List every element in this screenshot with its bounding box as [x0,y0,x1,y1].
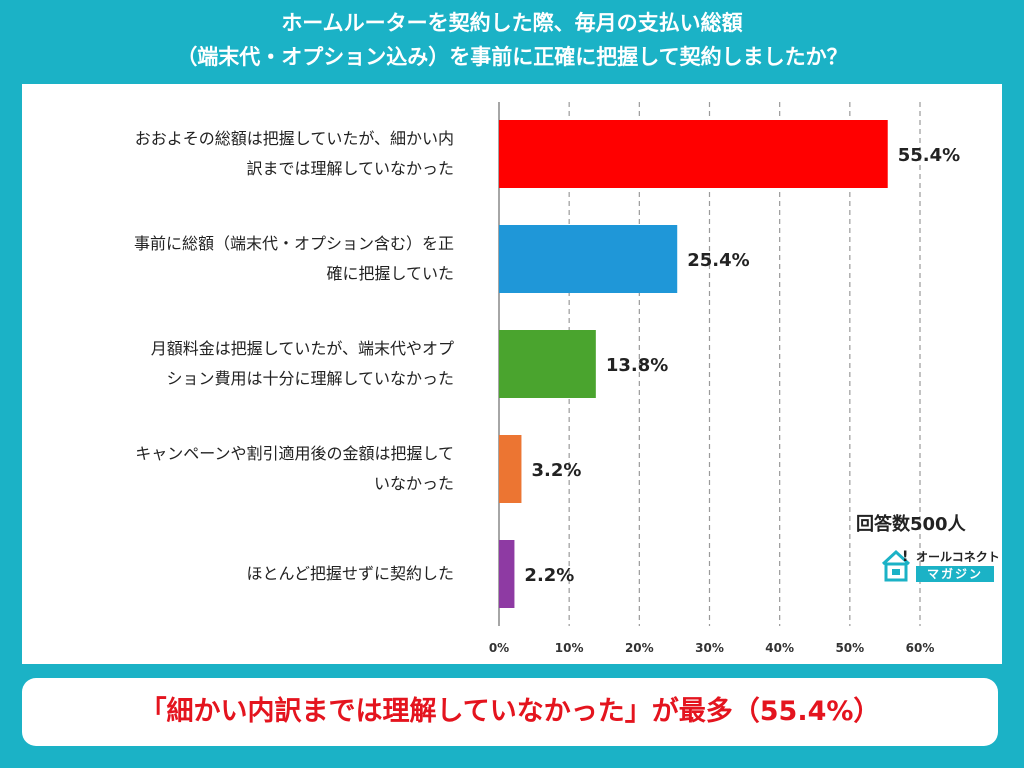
bar-chart: 0% 10% 20% 30% 40% 50% 60% 55.4% 25.4% 13.8% 3.2% 2… [489,102,960,655]
respondent-count: 回答数500人 [856,514,966,535]
logo-text-bottom: マガジン [916,566,994,582]
bar [499,225,678,293]
bar [499,120,888,188]
value-label: 2.2% [524,565,574,586]
x-tick-label: 10% [555,641,584,655]
bar [499,540,515,608]
category-label-line: ほとんど把握せずに契約した [246,564,454,583]
svg-text:!: ! [902,549,908,565]
bar [499,435,522,503]
value-label: 25.4% [687,250,749,271]
category-label-line: 月額料金は把握していたが、端末代やオプ [150,339,454,358]
chart-title: ホームルーターを契約した際、毎月の支払い総額 （端末代・オプション込み）を事前に… [0,0,1024,82]
value-label: 55.4% [898,145,960,166]
x-tick-label: 30% [695,641,724,655]
title-line-1: ホームルーターを契約した際、毎月の支払い総額 [281,11,743,35]
x-tick-label: 0% [489,641,509,655]
brand-logo: ! オールコネクト マガジン [880,546,1000,586]
x-tick-label: 40% [765,641,794,655]
x-tick-label: 20% [625,641,654,655]
category-label-line: 確に把握していた [326,264,454,283]
house-icon: ! [881,549,911,582]
x-tick-label: 60% [906,641,935,655]
category-label-line: おおよその総額は把握していたが、細かい内 [134,129,454,148]
chart-panel: 0% 10% 20% 30% 40% 50% 60% 55.4% 25.4% 13.8% 3.2% 2… [22,84,1002,664]
category-label-line: ション費用は十分に理解していなかった [166,369,454,388]
category-label: 月額料金は把握していたが、端末代やオプション費用は十分に理解していなかった [14,334,454,394]
category-label: 事前に総額（端末代・オプション含む）を正確に把握していた [14,229,454,289]
category-label: ほとんど把握せずに契約した [14,559,454,589]
category-label-line: 訳までは理解していなかった [246,159,454,178]
category-label-line: 事前に総額（端末代・オプション含む）を正 [133,234,454,253]
category-label-line: キャンペーンや割引適用後の金額は把握して [135,444,454,463]
category-label-line: いなかった [373,474,454,493]
x-tick-label: 50% [835,641,864,655]
value-label: 3.2% [531,460,581,481]
category-label: キャンペーンや割引適用後の金額は把握していなかった [14,439,454,499]
title-line-2: （端末代・オプション込み）を事前に正確に把握して契約しましたか？ [176,45,848,69]
bar [499,330,596,398]
category-label: おおよその総額は把握していたが、細かい内訳までは理解していなかった [14,124,454,184]
summary-banner: 「細かい内訳までは理解していなかった」が最多（55.4%） [22,678,998,746]
value-label: 13.8% [606,355,668,376]
logo-text-top: オールコネクト [916,550,1000,564]
